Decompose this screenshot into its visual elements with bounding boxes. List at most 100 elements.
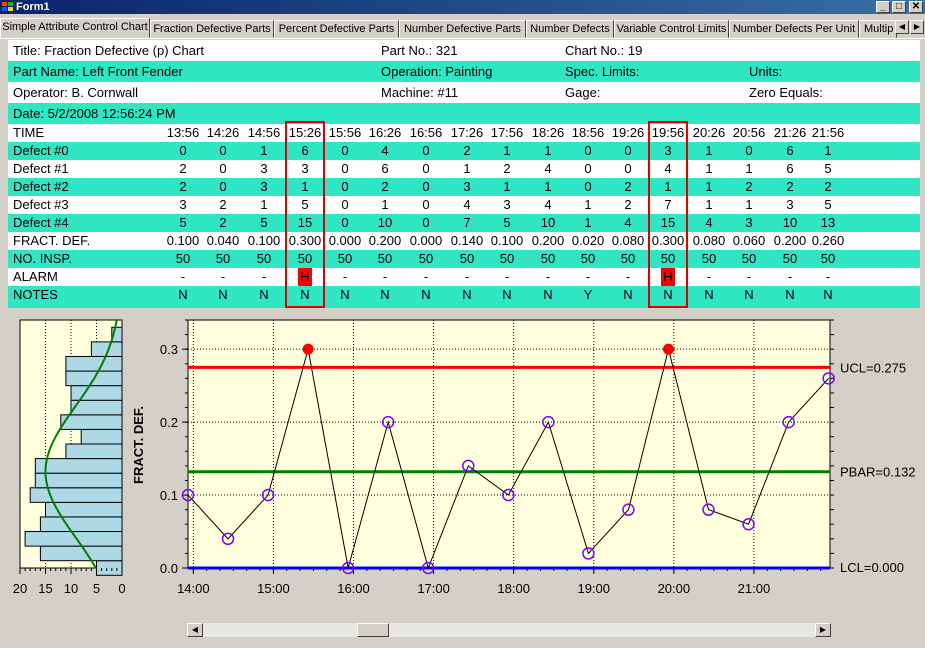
fraction-defective-cell: 0.080 (692, 233, 726, 248)
defect-0-cell: 3 (664, 143, 672, 158)
defect-1-cell: 4 (664, 161, 672, 176)
data-line (187, 349, 830, 570)
defect-3-cell: 2 (624, 197, 632, 212)
close-button[interactable]: ✕ (909, 1, 923, 13)
notes-cell: N (704, 287, 714, 302)
number-inspected-cell: 50 (499, 251, 515, 266)
defect-0-cell: 6 (301, 143, 309, 158)
defect-1-cell: 0 (422, 161, 430, 176)
row-label: Defect #4 (13, 215, 69, 230)
tab-simple-attribute-control-chart[interactable]: Simple Attribute Control Chart (0, 18, 150, 38)
tab-number-defects-per-unit[interactable]: Number Defects Per Unit (729, 20, 859, 38)
alarm-cell: - (585, 269, 591, 284)
defect-2-cell: 2 (381, 179, 389, 194)
defect-4-cell: 15 (660, 215, 676, 230)
fraction-defective-cell: 0.100 (490, 233, 524, 248)
alarm-cell: - (746, 269, 752, 284)
time-cell: 15:26 (288, 125, 322, 140)
maximize-button[interactable]: □ (892, 1, 906, 13)
defect-3-cell: 1 (584, 197, 592, 212)
defect-4-cell: 10 (540, 215, 556, 230)
defect-3-cell: 5 (824, 197, 832, 212)
table-row-time: TIME 13:56 14:26 14:56 15:26 15:56 16:26 16:56 1… (8, 124, 920, 142)
x-tick-label: 15:00 (257, 581, 290, 596)
defect-3-cell: 3 (503, 197, 511, 212)
time-cell: 18:26 (531, 125, 565, 140)
ucl-label: UCL=0.275 (840, 360, 906, 375)
defect-1-cell: 4 (544, 161, 552, 176)
number-inspected-cell: 50 (215, 251, 231, 266)
time-cell: 15:56 (328, 125, 362, 140)
y-tick-label: 0.2 (160, 415, 178, 430)
notes-cell: N (502, 287, 512, 302)
row-label: ALARM (13, 269, 58, 284)
chart-panel (0, 38, 925, 648)
defect-2-cell: 3 (260, 179, 268, 194)
number-inspected-cell: 50 (701, 251, 717, 266)
plot-area (187, 319, 831, 569)
time-cell: 13:56 (166, 125, 200, 140)
defect-2-cell: 2 (786, 179, 794, 194)
defect-4-cell: 10 (782, 215, 798, 230)
number-inspected-cell: 50 (175, 251, 191, 266)
normal-curve (44, 319, 118, 569)
data-point (261, 488, 275, 502)
number-inspected-cell: 50 (660, 251, 676, 266)
tab-variable-control-limits[interactable]: Variable Control Limits (614, 20, 729, 38)
x-tick-label: 17:00 (417, 581, 450, 596)
time-cell: 17:56 (490, 125, 524, 140)
tab-scroll-right-button[interactable]: ▶ (910, 20, 924, 34)
spec-limits: Spec. Limits: (565, 64, 640, 79)
histogram-x-tick-label: 20 (13, 581, 27, 596)
number-inspected-cell: 50 (256, 251, 272, 266)
number-inspected-cell: 50 (620, 251, 636, 266)
number-inspected-cell: 50 (540, 251, 556, 266)
table-row-number-inspected: NO. INSP. 50 50 50 50 50 50 50 50 50 50 50 50 50 50 50 5… (8, 250, 920, 268)
defect-0-cell: 1 (824, 143, 832, 158)
defect-4-cell: 13 (820, 215, 836, 230)
defect-1-cell: 3 (301, 161, 309, 176)
defect-2-cell: 0 (584, 179, 592, 194)
scroll-left-button[interactable]: ◀ (187, 623, 203, 637)
x-tick-label: 18:00 (497, 581, 530, 596)
data-table: TIME 13:56 14:26 14:56 15:26 15:56 16:26 16:56 1… (8, 121, 920, 308)
table-row-defect-1: Defect #1 2 0 3 3 0 6 0 1 2 4 0 0 4 1 1 6 5 (8, 160, 920, 178)
defect-1-cell: 0 (341, 161, 349, 176)
time-cell: 19:26 (611, 125, 645, 140)
defect-3-cell: 1 (260, 197, 268, 212)
defect-2-cell: 3 (463, 179, 471, 194)
scroll-right-button[interactable]: ▶ (815, 623, 831, 637)
table-row-fraction-defective: FRACT. DEF. 0.100 0.040 0.100 0.300 0.000 0.20… (8, 232, 920, 250)
alarm-cell: - (825, 269, 831, 284)
tab-fraction-defective-parts[interactable]: Fraction Defective Parts (150, 20, 274, 38)
y-axis-label: FRACT. DEF. (131, 406, 146, 484)
time-cell: 16:26 (368, 125, 402, 140)
histogram-x-tick-label: 0 (118, 581, 125, 596)
number-inspected-cell: 50 (741, 251, 757, 266)
tab-number-defects[interactable]: Number Defects (526, 20, 614, 38)
time-cell: 20:56 (732, 125, 766, 140)
title-bar[interactable]: Form1 _ □ ✕ (0, 0, 925, 14)
defect-4-cell: 5 (503, 215, 511, 230)
fraction-defective-cell: 0.060 (732, 233, 766, 248)
tab-scroll-left-button[interactable]: ◀ (895, 20, 909, 34)
gage: Gage: (565, 85, 601, 100)
defect-4-cell: 7 (463, 215, 471, 230)
notes-cell: N (663, 287, 673, 302)
defect-1-cell: 5 (824, 161, 832, 176)
defect-0-cell: 0 (219, 143, 227, 158)
notes-cell: N (178, 287, 188, 302)
tab-multiple[interactable]: Multip (859, 20, 897, 38)
tab-number-defective-parts[interactable]: Number Defective Parts (399, 20, 526, 38)
x-tick-label: 20:00 (658, 581, 691, 596)
defect-3-cell: 5 (301, 197, 309, 212)
header-row-part: Part Name: Left Front Fender Operation: … (8, 61, 920, 82)
defect-2-cell: 2 (624, 179, 632, 194)
defect-0-cell: 1 (544, 143, 552, 158)
minimize-button[interactable]: _ (876, 1, 890, 13)
alarm-cell: - (180, 269, 186, 284)
scrollbar-thumb[interactable] (357, 623, 389, 637)
tab-percent-defective-parts[interactable]: Percent Defective Parts (274, 20, 399, 38)
horizontal-scrollbar[interactable]: ◀ ▶ (186, 622, 832, 638)
defect-2-cell: 1 (544, 179, 552, 194)
